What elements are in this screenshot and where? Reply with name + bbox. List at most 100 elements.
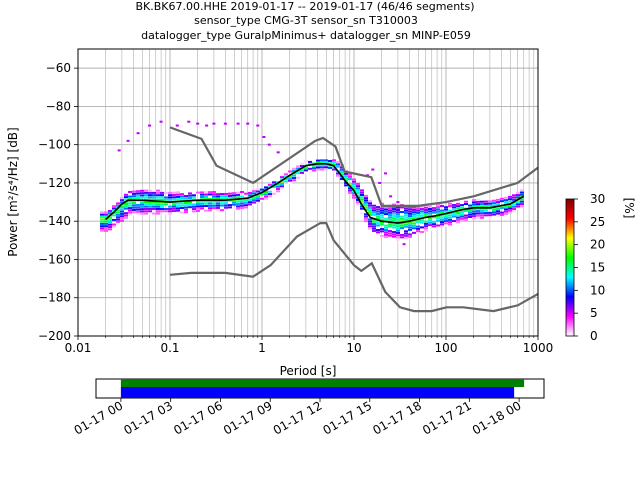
psd-cell [356, 182, 360, 185]
psd-cell [388, 211, 392, 214]
psd-cell [168, 212, 172, 215]
psd-cell [380, 234, 384, 237]
psd-cell [324, 166, 328, 169]
psd-cell [296, 165, 300, 168]
psd-cell [404, 225, 408, 228]
psd-cell [356, 185, 360, 188]
psd-cell [392, 212, 396, 215]
psd-cell [308, 167, 312, 170]
psd-cell [116, 220, 120, 223]
psd-cell [484, 202, 488, 205]
psd-cell [496, 203, 500, 206]
x-tick-label: 0.01 [65, 341, 92, 355]
psd-cell [144, 205, 148, 208]
psd-cell [396, 209, 400, 212]
psd-cell [412, 215, 416, 218]
psd-cell [200, 191, 204, 194]
psd-cell [344, 177, 348, 180]
psd-cell [436, 210, 440, 213]
psd-cell [336, 174, 340, 177]
psd-cell [488, 211, 492, 214]
psd-cell [428, 217, 432, 220]
psd-cell [504, 206, 508, 209]
psd-cell [404, 223, 408, 226]
psd-cell [204, 202, 208, 205]
psd-cell [472, 210, 476, 213]
psd-cell [200, 195, 204, 198]
psd-cell [440, 225, 444, 228]
psd-cell [424, 227, 428, 230]
psd-cell [352, 196, 356, 199]
psd-cell [480, 207, 484, 210]
timeline-data-bar [120, 387, 515, 398]
psd-cell [320, 168, 324, 171]
psd-cell [240, 204, 244, 207]
psd-cell [392, 208, 396, 211]
psd-cell [312, 164, 316, 167]
psd-cell [408, 208, 412, 211]
psd-cell [372, 218, 376, 221]
psd-cell [376, 222, 380, 225]
psd-cell [372, 211, 376, 214]
psd-cell [460, 210, 464, 213]
psd-cell [208, 207, 212, 210]
psd-cell [128, 207, 132, 210]
psd-cell [348, 182, 352, 185]
psd-cell [296, 167, 300, 170]
psd-cell [316, 159, 320, 162]
psd-cell [248, 203, 252, 206]
noise-model-nhnm [169, 126, 539, 207]
psd-cell [108, 209, 112, 212]
psd-cell [124, 216, 128, 219]
psd-cell [520, 193, 524, 196]
psd-cell [408, 215, 412, 218]
psd-cell [100, 213, 104, 216]
psd-cell [276, 190, 280, 193]
psd-cell [200, 193, 204, 196]
psd-cell [120, 215, 124, 218]
timeline-tick-label: 01-17 03 [121, 398, 175, 437]
psd-cell [392, 217, 396, 220]
psd-cell [464, 219, 468, 222]
psd-cell [300, 162, 304, 165]
psd-cell [124, 207, 128, 210]
psd-cell [492, 213, 496, 216]
psd-outlier-cell [205, 124, 209, 127]
psd-cell [136, 192, 140, 195]
psd-cell [160, 194, 164, 197]
psd-cell [452, 220, 456, 223]
psd-cell [356, 203, 360, 206]
psd-cell [188, 203, 192, 206]
psd-cell [400, 211, 404, 214]
psd-cell [160, 191, 164, 194]
psd-cell [152, 191, 156, 194]
psd-cell [172, 212, 176, 215]
psd-cell [132, 208, 136, 211]
psd-cell [140, 212, 144, 215]
psd-cell [420, 214, 424, 217]
psd-cell [340, 178, 344, 181]
psd-cell [444, 210, 448, 213]
psd-cell [228, 197, 232, 200]
psd-cell [360, 196, 364, 199]
psd-cell [244, 199, 248, 202]
psd-cell [420, 205, 424, 208]
psd-cell [236, 193, 240, 196]
psd-cell [420, 210, 424, 213]
psd-cell [288, 179, 292, 182]
psd-cell [480, 214, 484, 217]
psd-outlier-cell [267, 143, 271, 146]
psd-cell [400, 217, 404, 220]
psd-cell [432, 220, 436, 223]
psd-cell [364, 217, 368, 220]
psd-cell [120, 217, 124, 220]
psd-cell [440, 205, 444, 208]
psd-cell [332, 170, 336, 173]
psd-cell [456, 212, 460, 215]
psd-cell [188, 194, 192, 197]
psd-cell [216, 204, 220, 207]
psd-cell [244, 206, 248, 209]
psd-cell [256, 199, 260, 202]
psd-cell [372, 209, 376, 212]
psd-cell [408, 224, 412, 227]
